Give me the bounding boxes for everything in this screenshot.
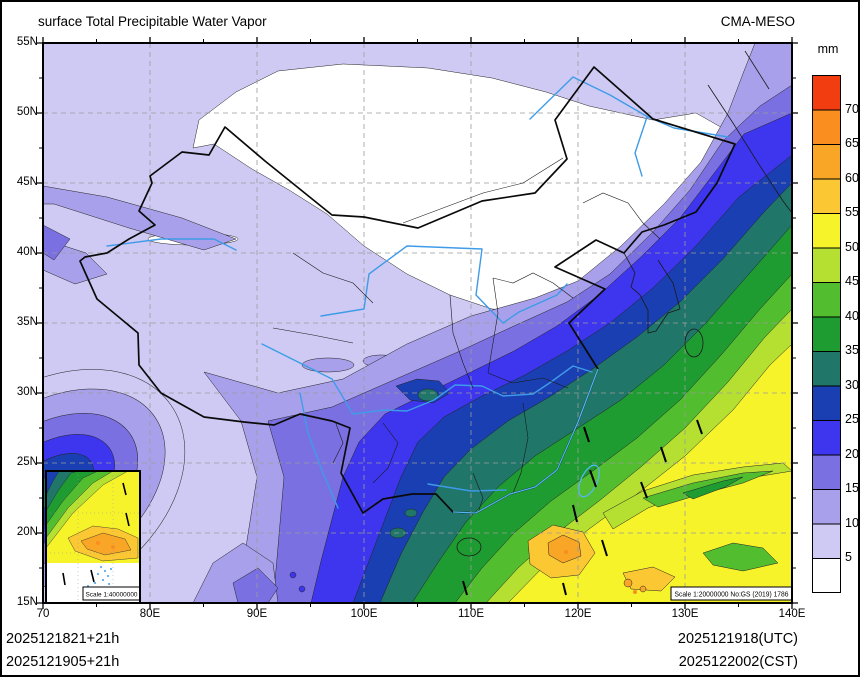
colorbar-tick-label: 15 bbox=[845, 481, 859, 495]
province-boundaries bbox=[272, 157, 661, 514]
colorbar-tick-label: 65 bbox=[845, 136, 859, 150]
map-scale-label: Scale 1:20000000 No:GS (2019) 1786 bbox=[675, 592, 789, 599]
colorbar-tick-label: 5 bbox=[845, 550, 852, 564]
y-tick-label: 45N bbox=[16, 176, 38, 188]
colorbar-tick-label: 20 bbox=[845, 447, 859, 461]
colorbar bbox=[812, 75, 841, 598]
colorbar-tick-label: 70 bbox=[845, 102, 859, 116]
x-tick-label: 90E bbox=[246, 608, 268, 620]
valid-time-utc: 2025121918(UTC) bbox=[677, 631, 798, 647]
map-canvas: Scale 1:40000000 Scale 1:20000000 No:GS … bbox=[37, 37, 798, 609]
colorbar-tick-label: 30 bbox=[845, 378, 859, 392]
x-tick-label: 130E bbox=[671, 608, 699, 620]
coastlines bbox=[456, 50, 792, 557]
y-tick-label: 50N bbox=[16, 106, 38, 118]
colorbar-tick-label: 45 bbox=[845, 274, 859, 288]
colorbar-tick-label: 50 bbox=[845, 240, 859, 254]
init-time-utc: 2025121821+21h bbox=[6, 631, 120, 647]
inset-border bbox=[45, 470, 141, 603]
colorbar-tick-label: 55 bbox=[845, 205, 859, 219]
y-tick-label: 30N bbox=[16, 386, 38, 398]
track-markers bbox=[462, 419, 703, 596]
rivers bbox=[106, 76, 729, 509]
y-tick-label: 55N bbox=[16, 36, 38, 48]
axis-ticks bbox=[37, 37, 798, 609]
south-coast-highlight bbox=[452, 368, 599, 514]
colorbar-tick-label: 35 bbox=[845, 343, 859, 357]
init-time-block: 2025121821+21h 2025121905+21h bbox=[6, 628, 119, 674]
colorbar-tick-label: 40 bbox=[845, 309, 859, 323]
x-tick-label: 140E bbox=[778, 608, 806, 620]
colorbar-tick-label: 10 bbox=[845, 516, 859, 530]
graticule-grid bbox=[43, 43, 792, 603]
y-tick-label: 25N bbox=[16, 456, 38, 468]
x-tick-label: 80E bbox=[139, 608, 161, 620]
x-tick-label: 100E bbox=[350, 608, 378, 620]
y-tick-label: 20N bbox=[16, 526, 38, 538]
colorbar-unit-label: mm bbox=[817, 42, 839, 56]
colorbar-tick-label: 25 bbox=[845, 412, 859, 426]
valid-time-block: 2025121918(UTC) 2025122002(CST) bbox=[678, 628, 798, 674]
inset-scale-label: Scale 1:40000000 bbox=[86, 593, 139, 599]
china-boundary bbox=[79, 66, 736, 514]
init-time-cst: 2025121905+21h bbox=[6, 654, 120, 670]
x-tick-label: 120E bbox=[564, 608, 592, 620]
map-scale-box bbox=[670, 586, 792, 601]
south-china-sea-inset: Scale 1:40000000 bbox=[45, 470, 141, 603]
x-tick-label: 110E bbox=[457, 608, 484, 620]
filled-contour-field: Scale 1:40000000 Scale 1:20000000 No:GS … bbox=[43, 43, 792, 603]
y-tick-label: 15N bbox=[16, 596, 38, 608]
y-tick-label: 35N bbox=[16, 316, 38, 328]
page-title: surface Total Precipitable Water Vapor bbox=[38, 14, 267, 29]
model-name-label: CMA-MESO bbox=[720, 14, 795, 29]
valid-time-cst: 2025122002(CST) bbox=[678, 654, 798, 670]
precip-water-vapor-map: Scale 1:40000000 Scale 1:20000000 No:GS … bbox=[37, 37, 798, 609]
inset-scale-box bbox=[82, 586, 140, 601]
taiwan-outline bbox=[578, 464, 600, 498]
x-tick-label: 70 bbox=[36, 608, 50, 620]
colorbar-tick-label: 60 bbox=[845, 171, 859, 185]
y-tick-label: 40N bbox=[16, 246, 38, 258]
